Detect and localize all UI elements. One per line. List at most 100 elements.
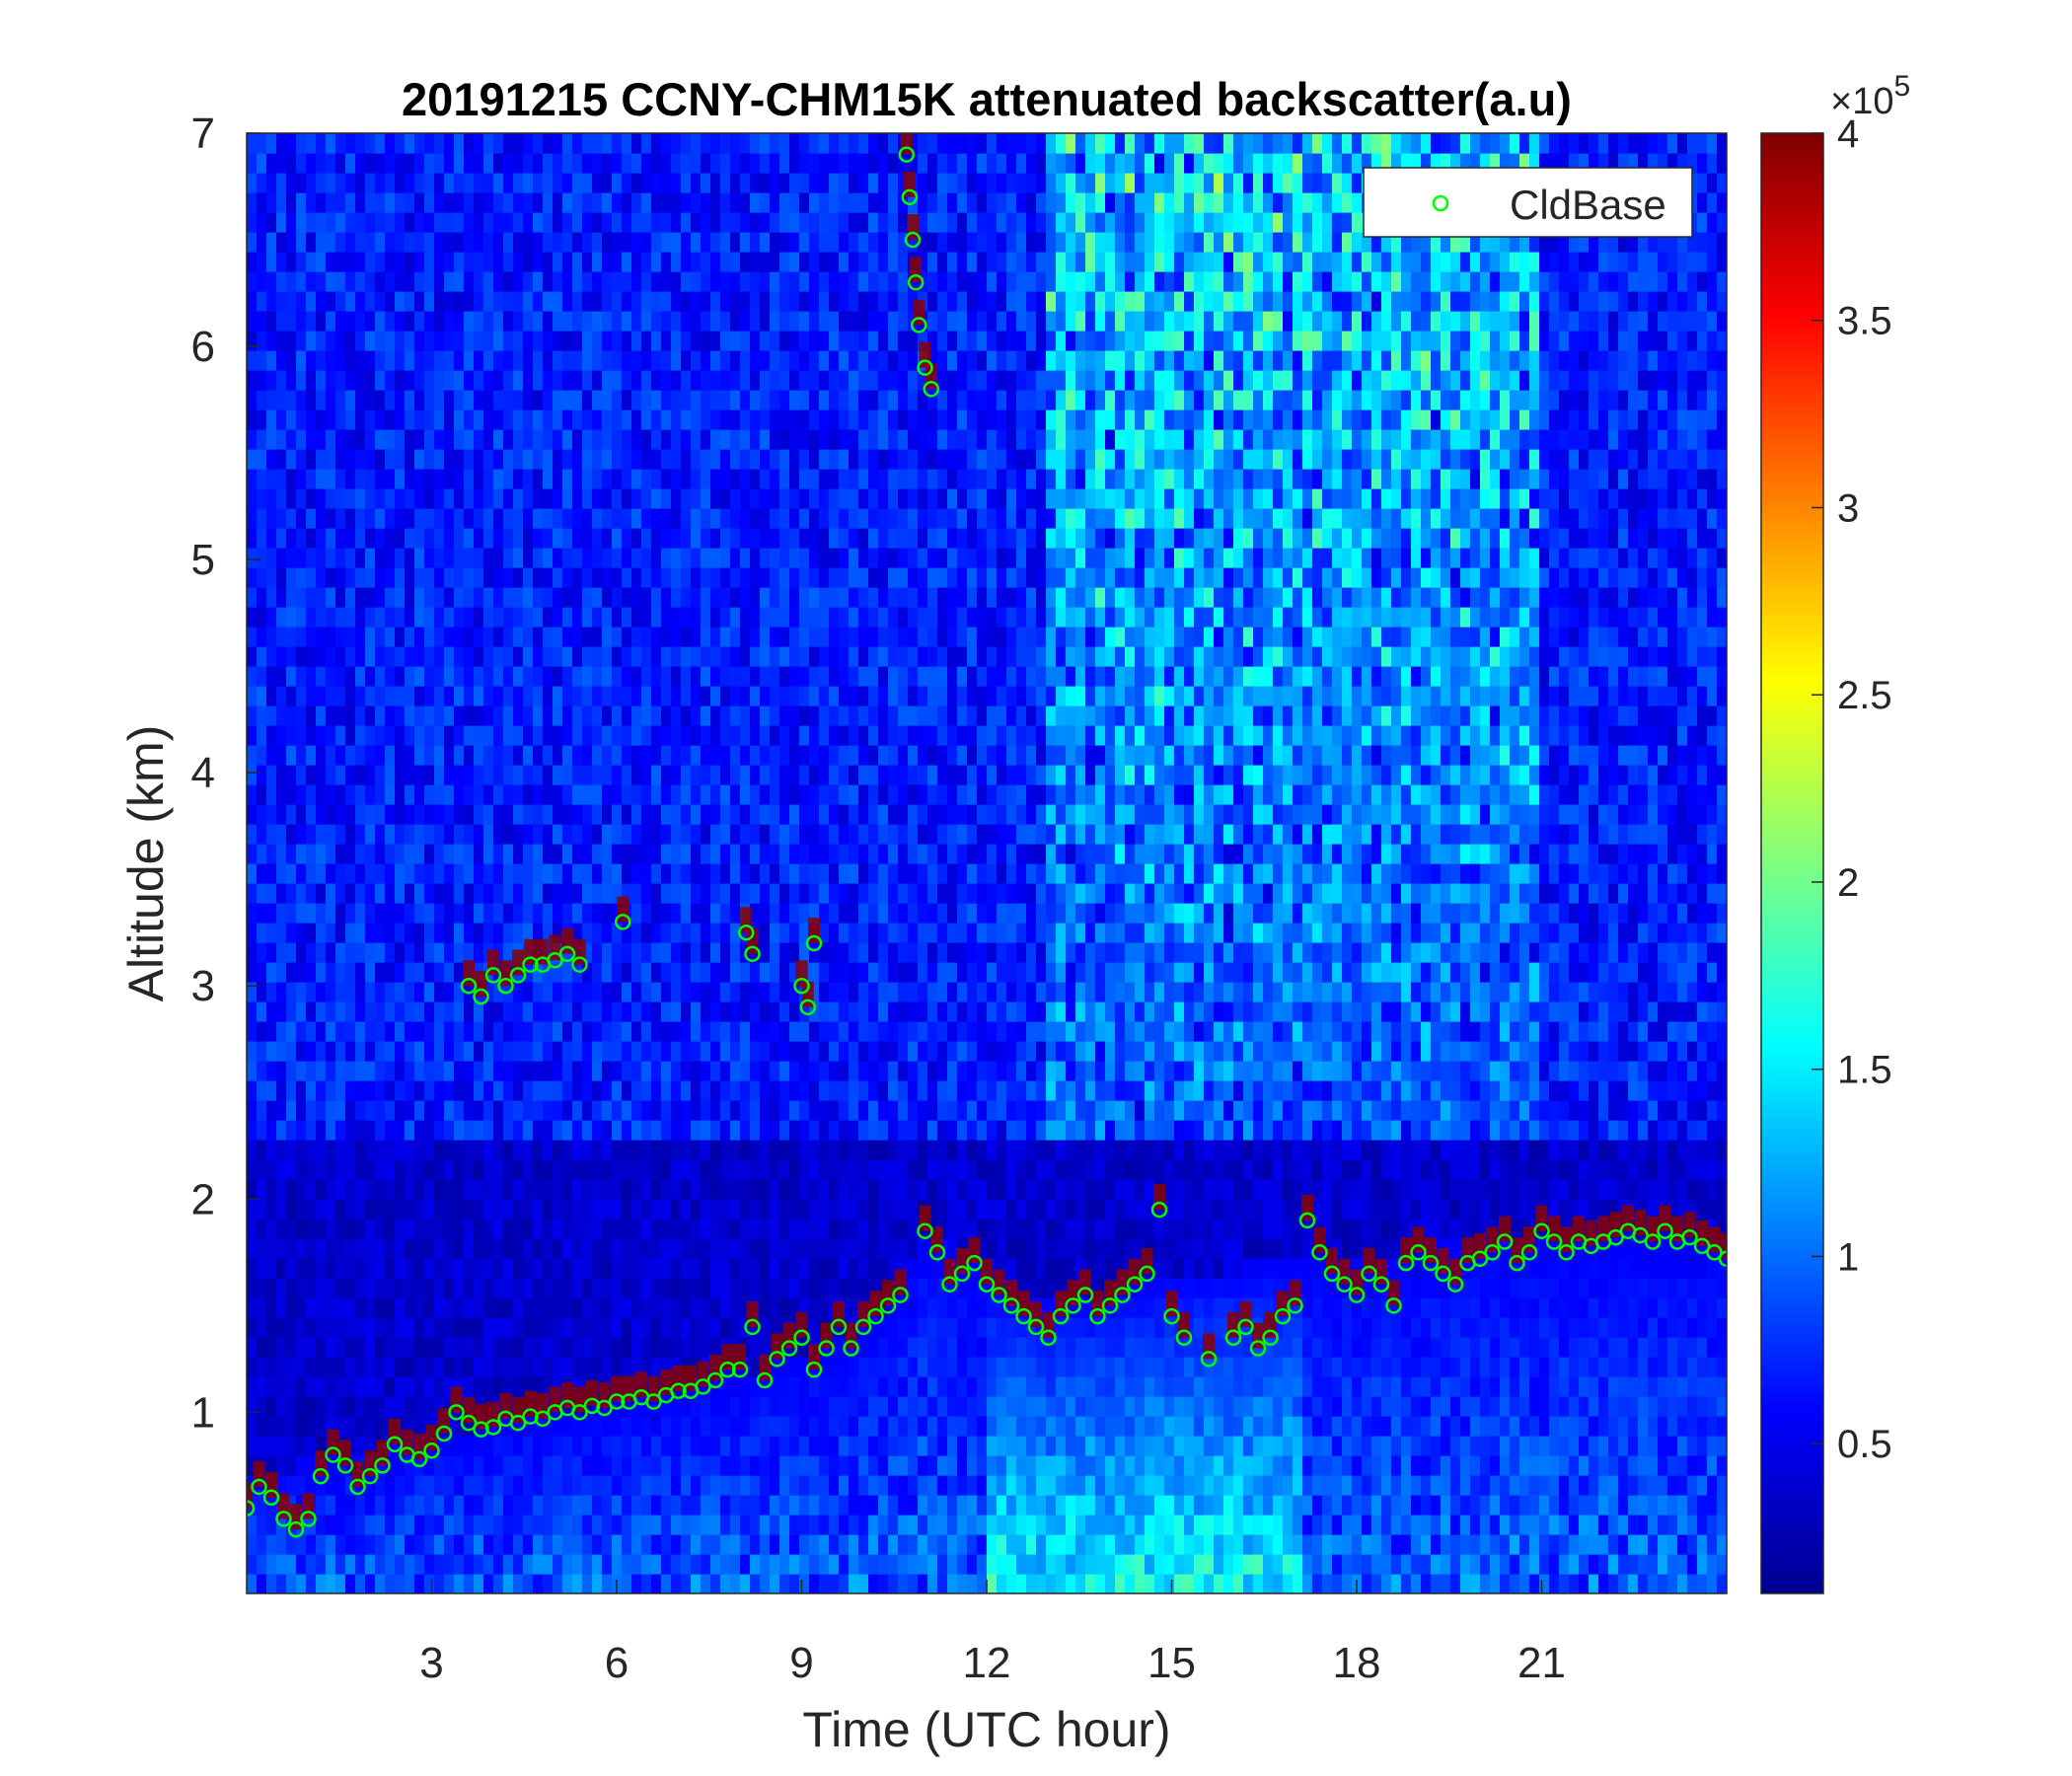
heatmap-cell — [345, 725, 356, 746]
heatmap-cell — [858, 1376, 869, 1397]
heatmap-cell — [622, 449, 632, 470]
heatmap-cell — [553, 153, 563, 174]
heatmap-cell — [760, 1199, 771, 1220]
heatmap-cell — [335, 232, 346, 253]
heatmap-cell — [257, 705, 267, 726]
heatmap-cell — [809, 903, 820, 924]
heatmap-cell — [829, 607, 840, 628]
heatmap-cell — [345, 1041, 356, 1062]
heatmap-cell — [276, 1455, 287, 1476]
heatmap-cell — [247, 587, 258, 608]
heatmap-cell — [493, 1159, 504, 1180]
heatmap-cell — [572, 429, 583, 450]
heatmap-cell — [622, 1455, 632, 1476]
heatmap-cell — [454, 1278, 465, 1298]
heatmap-cell — [661, 1100, 672, 1121]
heatmap-cell — [701, 627, 711, 647]
heatmap-cell — [582, 508, 593, 529]
heatmap-cell — [572, 686, 583, 706]
heatmap-cell — [770, 1080, 780, 1101]
heatmap-cell — [474, 1297, 484, 1318]
heatmap-cell — [444, 1120, 455, 1141]
heatmap-cell — [750, 331, 761, 351]
heatmap-cell — [789, 923, 800, 943]
heatmap-cell — [839, 1080, 850, 1101]
heatmap-cell — [750, 1574, 761, 1593]
heatmap-cell — [740, 982, 751, 1002]
heatmap-cell — [641, 1258, 652, 1279]
heatmap-cell — [799, 350, 810, 371]
heatmap-cell — [839, 1199, 850, 1220]
heatmap-cell — [257, 1021, 267, 1042]
heatmap-cell — [483, 1041, 494, 1062]
heatmap-cell — [750, 271, 761, 292]
heatmap-cell — [602, 1416, 613, 1437]
heatmap-cell — [276, 587, 287, 608]
heatmap-cell — [681, 824, 692, 845]
heatmap-cell — [661, 1455, 672, 1476]
heatmap-cell — [671, 192, 682, 213]
heatmap-cell — [651, 1317, 662, 1338]
heatmap-cell — [730, 1554, 741, 1575]
heatmap-cell — [385, 646, 396, 667]
heatmap-cell — [345, 1554, 356, 1575]
heatmap-cell — [631, 1021, 642, 1042]
heatmap-cell — [405, 607, 415, 628]
heatmap-cell — [335, 844, 346, 864]
heatmap-cell — [454, 686, 465, 706]
heatmap-cell — [829, 962, 840, 983]
heatmap-cell — [582, 1416, 593, 1437]
heatmap-cell — [424, 587, 435, 608]
heatmap-cell — [513, 1001, 524, 1022]
heatmap-cell — [730, 291, 741, 312]
heatmap-cell — [710, 469, 721, 489]
heatmap-cell — [247, 923, 258, 943]
heatmap-cell — [434, 133, 445, 154]
heatmap-cell — [691, 607, 702, 628]
heatmap-cell — [474, 745, 484, 766]
heatmap-cell — [247, 370, 258, 391]
heatmap-cell — [405, 1495, 415, 1516]
heatmap-cell — [306, 982, 317, 1002]
heatmap-cell — [849, 1554, 859, 1575]
heatmap-cell — [661, 1258, 672, 1279]
heatmap-cell — [631, 409, 642, 430]
heatmap-cell — [306, 607, 317, 628]
heatmap-cell — [286, 1554, 297, 1575]
heatmap-cell — [740, 271, 751, 292]
heatmap-cell — [651, 1021, 662, 1042]
heatmap-cell — [819, 1475, 830, 1496]
heatmap-cell — [247, 1199, 258, 1220]
heatmap-cell — [661, 1436, 672, 1456]
heatmap-cell — [257, 488, 267, 509]
heatmap-cell — [533, 567, 544, 588]
heatmap-cell — [602, 567, 613, 588]
heatmap-cell — [276, 192, 287, 213]
heatmap-cell — [395, 1140, 406, 1160]
heatmap-cell — [326, 1357, 336, 1377]
heatmap-cell — [316, 1534, 327, 1555]
heatmap-cell — [493, 409, 504, 430]
heatmap-cell — [316, 528, 327, 549]
heatmap-cell — [355, 863, 366, 884]
heatmap-cell — [424, 1515, 435, 1535]
heatmap-cell — [286, 883, 297, 904]
heatmap-cell — [247, 469, 258, 489]
heatmap-cell — [908, 883, 919, 904]
heatmap-cell — [543, 390, 554, 410]
heatmap-cell — [661, 1357, 672, 1377]
heatmap-cell — [612, 804, 623, 825]
heatmap-cell — [266, 291, 277, 312]
heatmap-cell — [296, 528, 307, 549]
heatmap-cell — [809, 1021, 820, 1042]
heatmap-cell — [306, 1416, 317, 1437]
heatmap-cell — [839, 1317, 850, 1338]
heatmap-cell — [444, 1278, 455, 1298]
heatmap-cell — [286, 153, 297, 174]
heatmap-cell — [493, 528, 504, 549]
heatmap-cell — [868, 1159, 879, 1180]
heatmap-cell — [878, 1455, 889, 1476]
heatmap-cell — [572, 1021, 583, 1042]
heatmap-cell — [266, 607, 277, 628]
heatmap-cell — [572, 883, 583, 904]
